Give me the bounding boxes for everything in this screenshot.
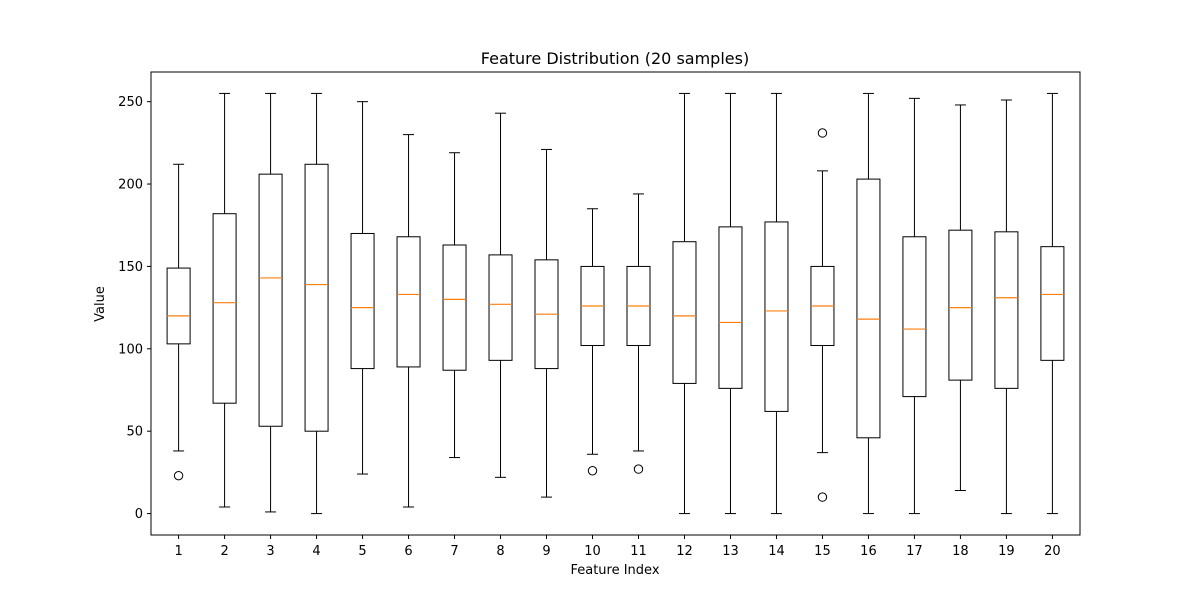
iqr-box xyxy=(212,213,237,404)
box-feature-1 xyxy=(166,163,191,481)
box-feature-7 xyxy=(442,152,467,459)
box-feature-16 xyxy=(856,92,881,515)
box-feature-6 xyxy=(396,134,421,508)
outlier-point xyxy=(817,492,828,502)
iqr-box xyxy=(764,221,789,412)
x-tick-label: 14 xyxy=(768,544,785,559)
box-feature-8 xyxy=(488,112,513,478)
x-tick-label: 6 xyxy=(404,544,412,559)
x-tick-label: 13 xyxy=(722,544,739,559)
box-feature-14 xyxy=(764,92,789,515)
outlier-point xyxy=(587,466,598,476)
y-tick-label: 150 xyxy=(118,260,143,275)
x-tick-label: 8 xyxy=(496,544,504,559)
box-feature-11 xyxy=(626,193,651,474)
iqr-box xyxy=(350,232,375,370)
x-tick-label: 9 xyxy=(542,544,550,559)
iqr-box xyxy=(258,173,283,427)
x-tick-label: 15 xyxy=(814,544,831,559)
box-feature-15 xyxy=(810,128,835,502)
box-feature-10 xyxy=(580,208,605,476)
x-tick-label: 2 xyxy=(220,544,228,559)
x-tick-label: 16 xyxy=(860,544,877,559)
plot-frame xyxy=(150,71,1081,536)
iqr-box xyxy=(166,267,191,345)
box-feature-13 xyxy=(718,92,743,515)
iqr-box xyxy=(856,178,881,439)
y-axis-label: Value xyxy=(93,286,108,322)
box-feature-5 xyxy=(350,101,375,475)
iqr-box xyxy=(488,254,513,361)
iqr-box xyxy=(1040,246,1065,361)
x-tick-label: 11 xyxy=(630,544,647,559)
x-tick-label: 10 xyxy=(584,544,601,559)
x-tick-label: 20 xyxy=(1044,544,1061,559)
x-tick-label: 3 xyxy=(266,544,274,559)
box-feature-9 xyxy=(534,148,559,498)
outlier-point xyxy=(817,128,828,138)
axes: 1 2 3 4 5 6 7 8 9 10 11 12 13 14 15 16 17 18 19 20050100150… xyxy=(118,71,1081,559)
box-feature-2 xyxy=(212,92,237,508)
x-tick-label: 17 xyxy=(906,544,923,559)
y-tick-label: 50 xyxy=(126,425,143,440)
x-tick-label: 18 xyxy=(952,544,969,559)
iqr-box xyxy=(396,236,421,368)
iqr-box xyxy=(718,226,743,389)
iqr-box xyxy=(442,244,467,371)
iqr-box xyxy=(304,163,329,432)
chart-title: Feature Distribution (20 samples) xyxy=(481,49,749,68)
box-feature-20 xyxy=(1040,92,1065,515)
x-tick-label: 4 xyxy=(312,544,320,559)
y-tick-label: 250 xyxy=(118,95,143,110)
box-feature-17 xyxy=(902,97,927,515)
box-feature-12 xyxy=(672,92,697,515)
iqr-box xyxy=(672,241,697,384)
y-tick-label: 200 xyxy=(118,178,143,193)
box-feature-4 xyxy=(304,92,329,515)
x-tick-label: 5 xyxy=(358,544,366,559)
box-feature-18 xyxy=(948,104,973,492)
iqr-box xyxy=(948,229,973,381)
iqr-box xyxy=(902,236,927,398)
box-feature-3 xyxy=(258,92,283,513)
outlier-point xyxy=(633,464,644,474)
y-tick-label: 100 xyxy=(118,342,143,357)
x-tick-label: 1 xyxy=(174,544,182,559)
x-tick-label: 19 xyxy=(998,544,1015,559)
iqr-box xyxy=(994,231,1019,389)
x-tick-label: 12 xyxy=(676,544,693,559)
outlier-point xyxy=(173,470,184,481)
x-tick-label: 7 xyxy=(450,544,458,559)
plot-area xyxy=(166,92,1065,515)
y-tick-label: 0 xyxy=(135,507,143,522)
box-feature-19 xyxy=(994,99,1019,515)
x-axis-label: Feature Index xyxy=(570,563,659,578)
